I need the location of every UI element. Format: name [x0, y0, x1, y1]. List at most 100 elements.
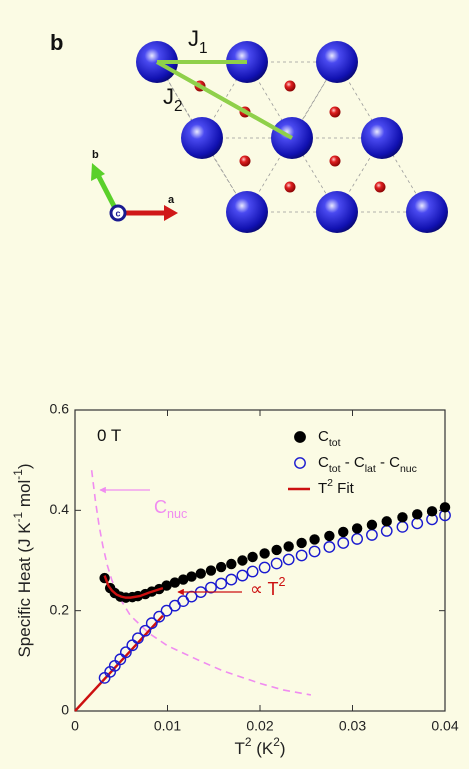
axis-b-arrow	[95, 173, 119, 212]
supscript: -1	[11, 511, 25, 522]
bond-label: J2	[163, 84, 183, 115]
axis-a-label: a	[168, 194, 175, 206]
annotation: ∝ T2	[250, 575, 286, 598]
y-tick-label: 0	[61, 702, 69, 718]
data-point	[247, 551, 258, 563]
data-point	[246, 565, 259, 578]
text-part: Specific Heat (J K	[15, 522, 34, 658]
data-point	[323, 541, 336, 553]
text-part: - C	[376, 454, 400, 471]
data-point	[258, 561, 271, 574]
legend-marker	[294, 431, 306, 443]
axis-a-head	[164, 205, 178, 221]
supscript: 2	[273, 735, 280, 749]
data-point	[169, 577, 181, 588]
axis-c-label: c	[115, 208, 120, 218]
supscript: 2	[327, 477, 333, 489]
subscript: nuc	[167, 507, 187, 521]
data-point	[338, 526, 349, 538]
text-part: (K	[251, 739, 273, 758]
data-point	[366, 519, 378, 531]
y-tick-label: 0.2	[50, 601, 70, 617]
data-point	[139, 624, 152, 637]
text-part: T	[318, 480, 327, 497]
data-point	[337, 537, 350, 549]
data-point	[131, 632, 144, 645]
oxygen-atom	[329, 155, 341, 167]
x-tick-label: 0.04	[431, 718, 458, 734]
panel-label: b	[50, 30, 63, 55]
data-point	[195, 568, 206, 579]
metal-atom	[361, 117, 403, 159]
data-point	[160, 604, 173, 617]
data-point	[380, 525, 393, 537]
oxygen-atom	[239, 155, 251, 167]
text-part: J	[163, 84, 174, 109]
oxygen-atom	[284, 80, 296, 92]
data-point	[178, 574, 189, 585]
data-point	[308, 545, 321, 558]
legend-marker	[294, 457, 306, 469]
data-point	[271, 544, 282, 556]
data-point	[215, 561, 227, 573]
data-point	[215, 577, 228, 590]
fit-line	[103, 575, 164, 599]
legend-label: Ctot - Clat - Cnuc	[318, 454, 417, 475]
dashed-curve	[90, 470, 312, 696]
data-point	[412, 509, 423, 520]
text-part: mol	[15, 480, 34, 512]
subscript: tot	[329, 463, 341, 475]
data-point	[283, 541, 294, 552]
oxygen-atom	[374, 181, 386, 193]
x-axis-label: T2 (K2)	[234, 735, 285, 758]
data-point	[145, 617, 158, 630]
data-point	[226, 558, 237, 570]
text-part: T	[234, 739, 244, 758]
data-point	[237, 555, 248, 566]
x-tick-label: 0.02	[246, 718, 273, 734]
text-part: C	[318, 428, 329, 445]
data-point	[186, 571, 197, 582]
subscript: lat	[365, 463, 376, 475]
data-point	[411, 517, 424, 530]
oxygen-atom	[284, 181, 296, 193]
metal-atom	[226, 191, 268, 233]
data-point	[153, 610, 166, 623]
metal-atom	[316, 191, 358, 233]
y-tick-label: 0.6	[50, 401, 70, 417]
data-point	[351, 533, 364, 545]
data-point	[295, 549, 308, 562]
metal-atom	[316, 41, 358, 83]
text-part: J	[188, 26, 199, 51]
metal-atom	[181, 117, 223, 159]
x-tick-label: 0.01	[154, 718, 181, 734]
oxygen-atom	[329, 106, 341, 118]
text-part: Fit	[333, 480, 355, 497]
data-point	[381, 516, 392, 527]
data-point	[439, 502, 451, 513]
data-point	[270, 557, 283, 570]
y-tick-label: 0.4	[50, 501, 70, 517]
text-part: ∝ T	[250, 579, 279, 599]
annotation: 0 T	[97, 426, 121, 445]
axis-b-label: b	[92, 149, 99, 161]
subscript: tot	[329, 437, 341, 449]
y-axis-label: Specific Heat (J K-1 mol-1)	[11, 463, 34, 657]
bond-label: J1	[188, 26, 208, 57]
x-tick-label: 0.03	[339, 718, 366, 734]
x-tick-label: 0	[71, 718, 79, 734]
text-part: C	[318, 454, 329, 471]
supscript: 2	[279, 575, 286, 589]
data-point	[225, 573, 238, 586]
data-point	[366, 529, 378, 541]
data-point	[296, 537, 307, 549]
subscript: 2	[174, 98, 183, 115]
axis-c-dot	[109, 204, 127, 222]
data-point	[351, 523, 363, 534]
data-point	[309, 534, 320, 545]
annotation: Cnuc	[154, 497, 187, 522]
subscript: nuc	[400, 463, 417, 475]
text-part: )	[280, 739, 286, 758]
data-point	[236, 569, 249, 582]
